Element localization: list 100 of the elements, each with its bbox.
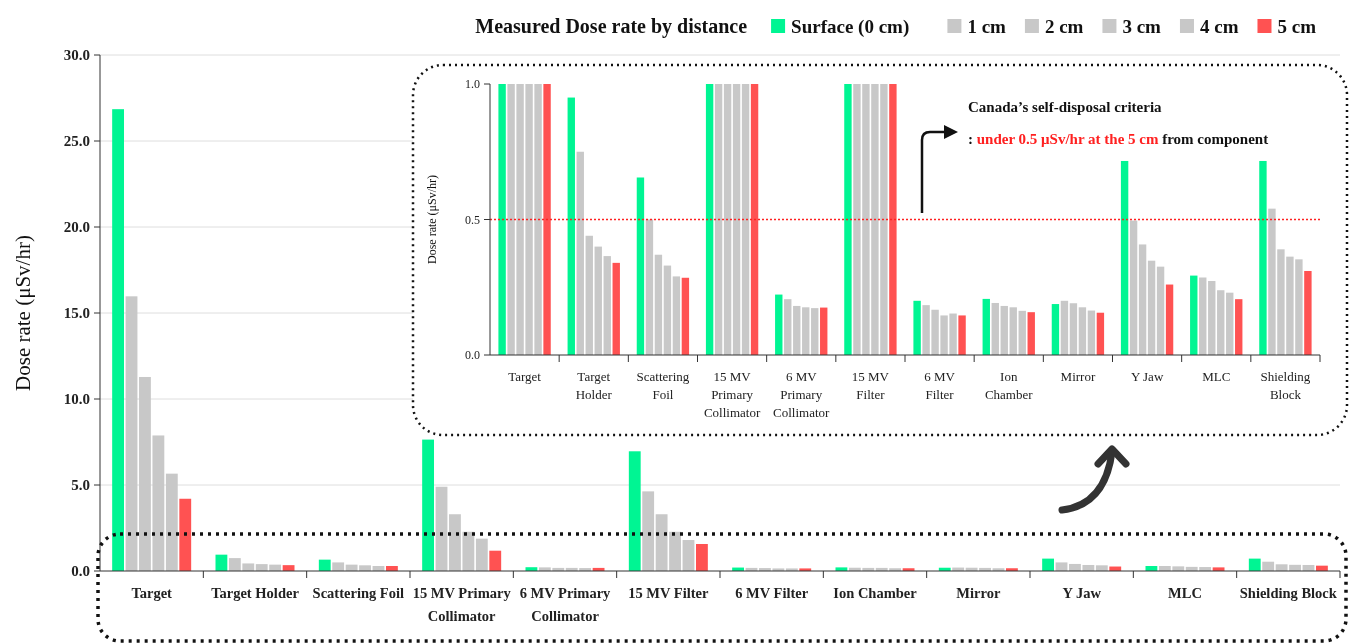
bar [498,84,506,355]
bar [1248,558,1261,571]
bar [543,84,551,355]
bar [982,298,990,355]
y-tick-label: 10.0 [63,391,90,408]
bar [489,550,502,571]
x-tick-label: 6 MV Filter [924,369,956,402]
bar [645,219,654,355]
y-tick-label: 30.0 [63,47,90,64]
bar [1018,310,1026,355]
bar [318,559,331,571]
bar [682,540,695,571]
bar [663,265,672,355]
bar [567,97,575,355]
bar [179,498,192,571]
y-tick-label: 0.0 [71,563,90,580]
bar [1096,312,1105,355]
bar [1199,277,1207,355]
legend-label: 2 cm [1044,15,1084,37]
x-tick-label: Ion Chamber [833,585,918,601]
bar [603,256,611,355]
bar [705,84,714,355]
bar [696,544,708,571]
bar [1060,300,1069,355]
legend-label: 4 cm [1199,15,1239,37]
x-tick-label: MLC [1202,369,1231,384]
bar [1304,270,1312,355]
bar [991,302,999,355]
bar [1147,260,1156,355]
x-tick-label: Y Jaw [1062,585,1102,601]
annotation: under 0.5 μSv/hr at the 5 cm [973,131,1159,147]
bar [741,84,750,355]
x-tick-label: Shielding Block [1239,585,1338,601]
bar [811,308,819,355]
annotation: from component [1158,131,1269,147]
x-tick-label: Target Holder [575,369,613,402]
bar [681,277,690,355]
y-axis-title: Dose rate (μSv/hr) [11,235,35,391]
bar [958,315,966,355]
x-tick-label: Scattering Foil [312,585,405,601]
bar [594,246,602,355]
bar [1078,307,1087,355]
x-tick-label: Target Holder [211,585,300,601]
bar [1208,281,1216,355]
x-tick-label: 15 MV Primary Collimator [703,369,761,420]
bar [636,177,645,355]
bar [654,254,663,355]
x-tick-label: 15 MV Primary Collimator [412,585,512,624]
bar [750,84,759,355]
legend-label: 3 cm [1122,15,1162,37]
bar [802,307,810,355]
x-tick-label: Scattering Foil [636,369,690,402]
x-tick-label: Target [508,369,542,384]
bar [612,262,620,355]
x-tick-label: Mirror [956,585,1001,601]
legend-label: Surface (0 cm) [791,15,910,38]
y-tick-label: 1.0 [465,77,480,92]
bar [1069,303,1078,355]
x-tick-label: Mirror [1060,369,1096,384]
y-tick-label: 5.0 [71,477,90,494]
bar [1087,310,1096,355]
bar [125,296,138,571]
bar [585,235,593,355]
legend-label: 1 cm [967,15,1007,37]
bar [723,84,732,355]
bar [1226,292,1234,355]
bar [1129,220,1138,355]
bar [714,84,723,355]
x-tick-label: Y Jaw [1130,369,1164,384]
bar [576,151,584,355]
bar [1156,266,1165,355]
bar [1009,307,1017,355]
y-tick-label: 20.0 [63,219,90,236]
y-tick-label: 0.0 [465,348,480,363]
x-tick-label: 6 MV Filter [735,585,809,601]
bar [1165,284,1174,355]
x-tick-label: MLC [1168,585,1202,601]
bar [844,84,852,355]
bar [422,439,434,571]
bar [1259,160,1267,355]
bar [1095,565,1108,571]
bar [1120,160,1129,355]
bar [889,84,897,355]
bar [1235,299,1243,355]
x-tick-label: Target [131,585,173,601]
bar [1027,312,1035,355]
legend-label: 5 cm [1277,15,1317,37]
legend-title: Measured Dose rate by distance [475,15,748,38]
x-tick-label: 6 MV Primary Collimator [773,369,831,420]
bar [475,538,488,571]
bar [1042,558,1054,571]
bar [913,300,921,355]
bar [820,307,828,355]
bar [793,305,801,355]
annotation: Canada’s self-disposal criteria [968,99,1163,115]
x-tick-label: 6 MV Primary Collimator [519,585,612,624]
x-tick-label: Shielding Block [1260,369,1311,402]
y-axis-title: Dose rate (μSv/hr) [425,174,439,265]
bar [1000,305,1008,355]
bar [165,473,178,571]
